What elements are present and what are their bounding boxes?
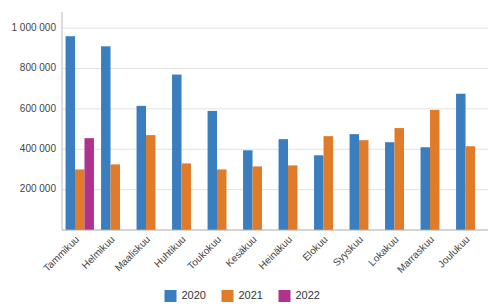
y-tick-label: 200 000 <box>20 183 57 194</box>
x-tick-label: Tammikuu <box>41 234 81 274</box>
bar <box>84 138 93 230</box>
bar <box>324 136 333 230</box>
bars <box>66 36 475 230</box>
x-tick-label: Maaliskuu <box>113 234 153 274</box>
bar <box>111 164 120 230</box>
x-tick-label: Kesäkuu <box>223 234 258 269</box>
legend: 2020 2021 2022 <box>165 289 320 302</box>
y-axis: 200 000 400 000 600 000 800 000 1 000 000 <box>12 12 489 230</box>
grid-line <box>62 28 488 29</box>
legend-label: 2020 <box>182 289 206 301</box>
y-tick-label: 800 000 <box>20 62 57 73</box>
bar <box>430 110 439 230</box>
legend-label: 2022 <box>296 289 320 301</box>
bar <box>253 166 262 230</box>
x-tick-label: Heinäkuu <box>256 234 294 272</box>
bar <box>466 146 475 230</box>
legend-swatch <box>222 290 234 302</box>
bar <box>288 165 297 230</box>
y-axis-line <box>62 12 63 230</box>
x-tick-label: Toukokuu <box>185 234 223 272</box>
bar <box>66 36 75 230</box>
y-tick-label: 400 000 <box>20 143 57 154</box>
bar <box>208 111 217 230</box>
bar <box>314 155 323 230</box>
bar <box>385 142 394 230</box>
bar <box>350 134 359 230</box>
x-tick-label: Helmikuu <box>79 234 116 271</box>
x-tick-label: Syyskuu <box>331 234 366 269</box>
x-tick-label: Marraskuu <box>395 234 436 275</box>
x-tick-label: Lokakuu <box>366 234 401 269</box>
x-tick-label: Elokuu <box>300 234 329 263</box>
bar <box>359 140 368 230</box>
y-tick-label: 600 000 <box>20 103 57 114</box>
x-axis: TammikuuHelmikuuMaaliskuuHuhtikuuToukoku… <box>41 230 488 275</box>
x-tick-label: Joulukuu <box>436 234 472 270</box>
bar <box>243 150 252 230</box>
x-axis-line <box>62 230 488 231</box>
x-tick-label: Huhtikuu <box>152 234 188 270</box>
grid-line <box>62 68 488 69</box>
bar <box>421 147 430 230</box>
bar <box>75 169 84 230</box>
bar <box>456 94 465 230</box>
bar <box>101 46 110 230</box>
legend-swatch <box>279 290 291 302</box>
legend-label: 2021 <box>239 289 263 301</box>
bar <box>172 75 181 230</box>
grid-line <box>62 108 488 109</box>
bar <box>279 139 288 230</box>
chart: 200 000 400 000 600 000 800 000 1 000 000 Tam… <box>0 0 500 308</box>
legend-swatch <box>165 290 177 302</box>
bar <box>217 169 226 230</box>
bar <box>137 106 146 230</box>
bar <box>395 128 404 230</box>
bar <box>146 135 155 230</box>
y-tick-label: 1 000 000 <box>12 22 57 33</box>
bar <box>182 163 191 230</box>
